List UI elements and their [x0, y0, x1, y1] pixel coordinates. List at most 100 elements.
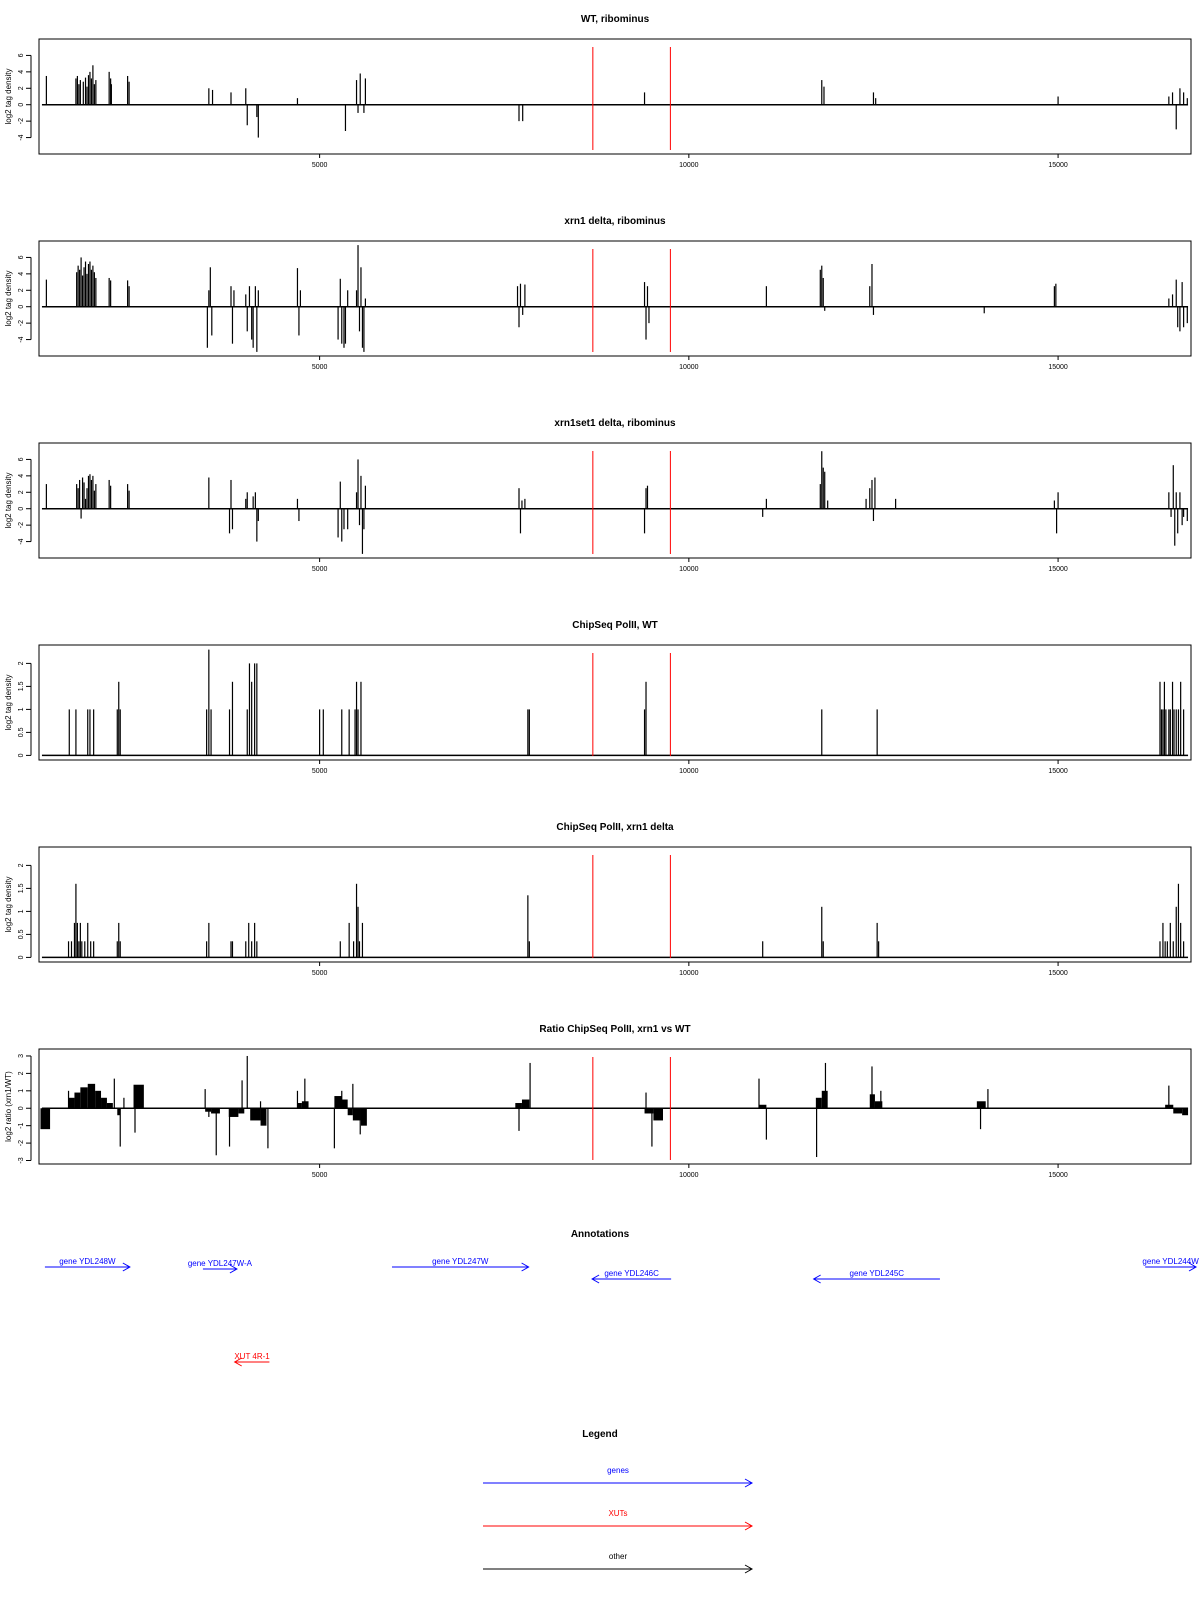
x-tick-label: 15000: [1048, 970, 1068, 977]
y-tick-label: 0.5: [18, 727, 25, 737]
area-block: [101, 1097, 107, 1109]
area-block: [74, 1092, 81, 1109]
annotation-label: gene YDL247W-A: [188, 1259, 253, 1268]
x-tick-label: 15000: [1048, 768, 1068, 775]
x-tick-label: 10000: [679, 768, 699, 775]
annotations-title: Annotations: [571, 1229, 630, 1240]
annotation-items: gene YDL248W gene YDL247W-A gene YDL247W ge…: [44, 1257, 1199, 1367]
y-tick-label: -2: [18, 320, 25, 326]
area-block: [80, 1087, 88, 1109]
y-tick-label: 4: [18, 272, 25, 276]
legend-label: genes: [607, 1466, 629, 1475]
area-block: [515, 1103, 522, 1109]
annotation-label: gene YDL245C: [850, 1269, 905, 1278]
y-tick-label: 0: [18, 955, 25, 959]
y-axis-label: log2 tag density: [4, 472, 13, 528]
panel-title: Ratio ChipSeq PolII, xrn1 vs WT: [539, 1024, 690, 1035]
legend-entry-gene: genes: [483, 1466, 754, 1488]
y-tick-label: -2: [18, 118, 25, 124]
x-tick-label: 15000: [1048, 162, 1068, 169]
area-block: [238, 1108, 245, 1114]
x-tick-label: 5000: [312, 768, 328, 775]
y-tick-label: 2: [18, 863, 25, 867]
y-axis-label: log2 ratio (xrn1/WT): [4, 1071, 13, 1142]
y-tick-label: 1: [18, 909, 25, 913]
y-axis-label: log2 tag density: [4, 270, 13, 326]
annotation-gene: gene YDL246C: [591, 1269, 672, 1284]
area-block: [352, 1108, 361, 1121]
y-tick-label: -2: [18, 522, 25, 528]
y-tick-label: 2: [18, 490, 25, 494]
area-block: [68, 1097, 75, 1109]
x-tick-label: 10000: [679, 1172, 699, 1179]
annotation-gene: gene YDL247W-A: [188, 1259, 253, 1274]
panel-title: xrn1set1 delta, ribominus: [554, 418, 676, 429]
legend-items: genes XUTs other: [483, 1466, 754, 1574]
area-block: [360, 1108, 367, 1126]
legend-label: XUTs: [608, 1509, 627, 1518]
x-tick-label: 10000: [679, 162, 699, 169]
x-tick-label: 5000: [312, 1172, 328, 1179]
area-block: [205, 1108, 212, 1112]
area-block: [874, 1101, 883, 1109]
annotation-label: gene YDL247W: [432, 1257, 489, 1266]
y-tick-label: -4: [18, 336, 25, 342]
y-tick-label: 1: [18, 707, 25, 711]
arrow-head: [1188, 1262, 1198, 1272]
x-tick-label: 5000: [312, 364, 328, 371]
arrow-head: [591, 1274, 600, 1284]
panel-6: Ratio ChipSeq PolII, xrn1 vs WT log2 rati…: [4, 1024, 1192, 1179]
plot-frame: [38, 442, 1192, 559]
area-block: [334, 1096, 342, 1109]
area-block: [644, 1108, 654, 1114]
annotations-track: Annotations gene YDL248W gene YDL247W-A ge…: [44, 1229, 1199, 1367]
arrow-head: [812, 1274, 821, 1284]
y-tick-label: 4: [18, 474, 25, 478]
area-block: [117, 1108, 121, 1116]
area-block: [250, 1108, 261, 1121]
area-block: [815, 1097, 822, 1109]
area-block: [106, 1103, 113, 1109]
y-tick-label: -4: [18, 538, 25, 544]
x-tick-label: 10000: [679, 566, 699, 573]
area-block: [1173, 1108, 1183, 1114]
y-tick-label: 2: [18, 288, 25, 292]
y-tick-label: 0: [18, 1106, 25, 1110]
x-tick-label: 5000: [312, 970, 328, 977]
legend-label: other: [609, 1552, 628, 1561]
x-tick-label: 5000: [312, 162, 328, 169]
panel-5: ChipSeq PolII, xrn1 delta log2 tag densit…: [4, 822, 1192, 977]
plot-frame: [38, 1048, 1192, 1165]
annotation-gene: gene YDL245C: [812, 1269, 940, 1284]
panels: WT, ribominus log2 tag density -4 -2 0 2 4 6 500…: [4, 14, 1192, 1179]
x-tick-label: 10000: [679, 970, 699, 977]
y-tick-label: 2: [18, 661, 25, 665]
y-tick-label: 4: [18, 70, 25, 74]
plot-frame: [38, 644, 1192, 761]
x-tick-label: 15000: [1048, 566, 1068, 573]
arrow-head: [744, 1521, 754, 1531]
y-tick-label: -2: [18, 1140, 25, 1146]
annotation-gene: gene YDL244W: [1142, 1257, 1199, 1272]
panel-1: WT, ribominus log2 tag density -4 -2 0 2 4 6 500…: [4, 14, 1192, 169]
annotation-label: gene YDL244W: [1142, 1257, 1199, 1266]
annotation-gene: gene YDL247W: [391, 1257, 530, 1272]
annotation-gene: gene YDL248W: [44, 1257, 131, 1272]
y-tick-label: 0: [18, 305, 25, 309]
area-block: [87, 1083, 96, 1109]
legend-entry-other: other: [483, 1552, 754, 1574]
panel-3: xrn1set1 delta, ribominus log2 tag densit…: [4, 418, 1192, 573]
arrow-head: [744, 1564, 754, 1574]
y-axis-label: log2 tag density: [4, 674, 13, 730]
panel-title: ChipSeq PolII, xrn1 delta: [556, 822, 674, 833]
legend-title: Legend: [582, 1429, 618, 1440]
area-block: [521, 1099, 530, 1109]
plot-frame: [38, 846, 1192, 963]
arrow-head: [744, 1478, 754, 1488]
y-axis-label: log2 tag density: [4, 68, 13, 124]
area-block: [1182, 1108, 1189, 1116]
plot-frame: [38, 240, 1192, 357]
y-axis-label: log2 tag density: [4, 876, 13, 932]
y-tick-label: -4: [18, 134, 25, 140]
